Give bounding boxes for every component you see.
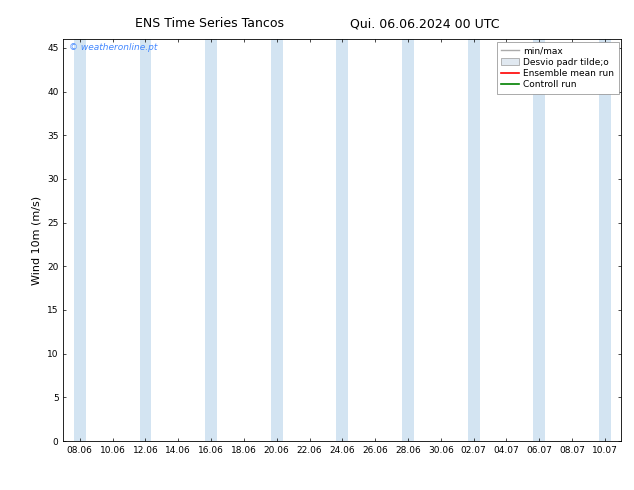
Bar [402,39,414,441]
Text: ENS Time Series Tancos: ENS Time Series Tancos [134,17,284,30]
Bar [599,39,611,441]
Bar [271,39,283,441]
Legend: min/max, Desvio padr tilde;o, Ensemble mean run, Controll run: min/max, Desvio padr tilde;o, Ensemble m… [497,42,619,94]
Bar [468,39,479,441]
Y-axis label: Wind 10m (m/s): Wind 10m (m/s) [32,196,41,285]
Bar [337,39,348,441]
Bar [74,39,86,441]
Bar [205,39,217,441]
Text: Qui. 06.06.2024 00 UTC: Qui. 06.06.2024 00 UTC [350,17,500,30]
Bar [533,39,545,441]
Text: © weatheronline.pt: © weatheronline.pt [69,43,157,52]
Bar [139,39,152,441]
